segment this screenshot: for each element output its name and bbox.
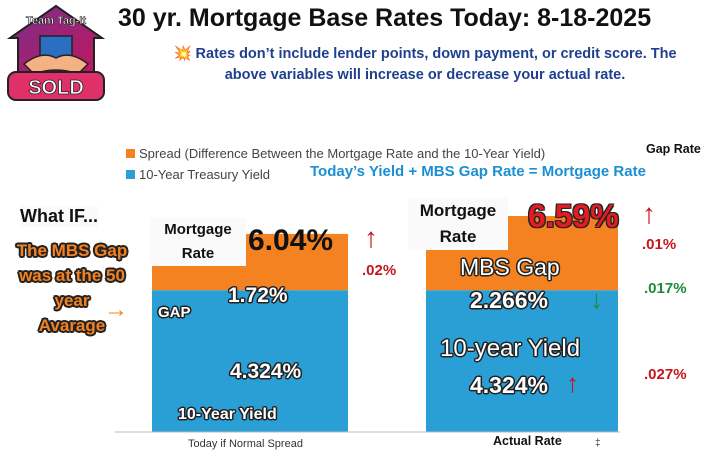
callout-line-2: was at the 50 (19, 266, 125, 285)
bar-yield-right (426, 290, 618, 432)
callout-line-4: Avarage (38, 316, 106, 335)
brand-logo: Team Tag-It SOLD (2, 2, 110, 106)
right-mortgage-label: Mortgage Rate (408, 198, 508, 250)
legend-spread-label: Spread (Difference Between the Mortgage … (139, 146, 546, 161)
gap-rate-label: Gap Rate (646, 142, 701, 156)
left-gap-value: 1.72% (228, 284, 288, 307)
callout-line-3: year (54, 291, 90, 310)
gap-tag: GAP (158, 304, 191, 321)
up-arrow-icon: ↑ (642, 198, 656, 229)
left-rate-change: .02% (362, 262, 397, 279)
down-arrow-icon: ↓ (590, 284, 603, 314)
disclaimer-line-2: above variables will increase or decreas… (224, 67, 626, 83)
category-label-right: Actual Rate (493, 434, 562, 448)
left-mortgage-label-1: Mortgage (164, 221, 232, 238)
legend-yield-label: 10-Year Treasury Yield (139, 167, 271, 182)
legend-spread: Spread (Difference Between the Mortgage … (126, 146, 545, 161)
up-arrow-icon: ↑ (364, 222, 378, 253)
page-title: 30 yr. Mortgage Base Rates Today: 8-18-2… (118, 4, 652, 32)
legend-yield: 10-Year Treasury Yield (126, 167, 270, 182)
yield-label: 10-year Yield (440, 335, 581, 362)
category-label-left: Today if Normal Spread (188, 438, 303, 450)
yield-change: .027% (644, 366, 687, 383)
logo-top-text: Team Tag-It (26, 15, 86, 27)
formula-text: Today’s Yield + MBS Gap Rate = Mortgage … (310, 163, 646, 180)
up-arrow-icon: ↑ (566, 368, 579, 398)
disclaimer-line-1: Rates don’t include lender points, down … (195, 46, 677, 62)
legend-yield-swatch (126, 170, 135, 179)
callout-line-1: The MBS Gap (16, 241, 128, 260)
right-mortgage-label-1: Mortgage (419, 201, 497, 220)
right-rate-value: 6.59% (528, 198, 619, 234)
left-mortgage-label-2: Rate (181, 245, 215, 262)
arrow-right-icon: → (104, 296, 128, 323)
mbs-gap-callout: The MBS Gap was at the 50 year Avarage (4, 238, 140, 338)
right-yield-value: 4.324% (470, 372, 549, 398)
legend-spread-swatch (126, 149, 135, 158)
tick-mark: ‡ (595, 438, 601, 449)
explosion-icon: 💥 (173, 46, 192, 62)
left-yield-value: 4.324% (230, 360, 302, 383)
mbs-gap-label: MBS Gap (460, 254, 560, 280)
handshake-house-icon: Team Tag-It SOLD (6, 4, 106, 101)
left-mortgage-label: Mortgage Rate (150, 218, 246, 266)
what-if-text: What IF... (20, 206, 98, 227)
gap-change: .017% (644, 280, 687, 297)
logo-bottom-text: SOLD (28, 77, 84, 99)
disclaimer: 💥 Rates don’t include lender points, dow… (130, 44, 720, 86)
right-mortgage-label-2: Rate (439, 227, 477, 246)
left-yield-label: 10-Year Yield (178, 406, 277, 423)
left-rate-value: 6.04% (248, 224, 334, 257)
bar-yield-left (152, 290, 348, 432)
right-rate-change: .01% (642, 236, 677, 253)
right-gap-value: 2.266% (470, 287, 549, 313)
